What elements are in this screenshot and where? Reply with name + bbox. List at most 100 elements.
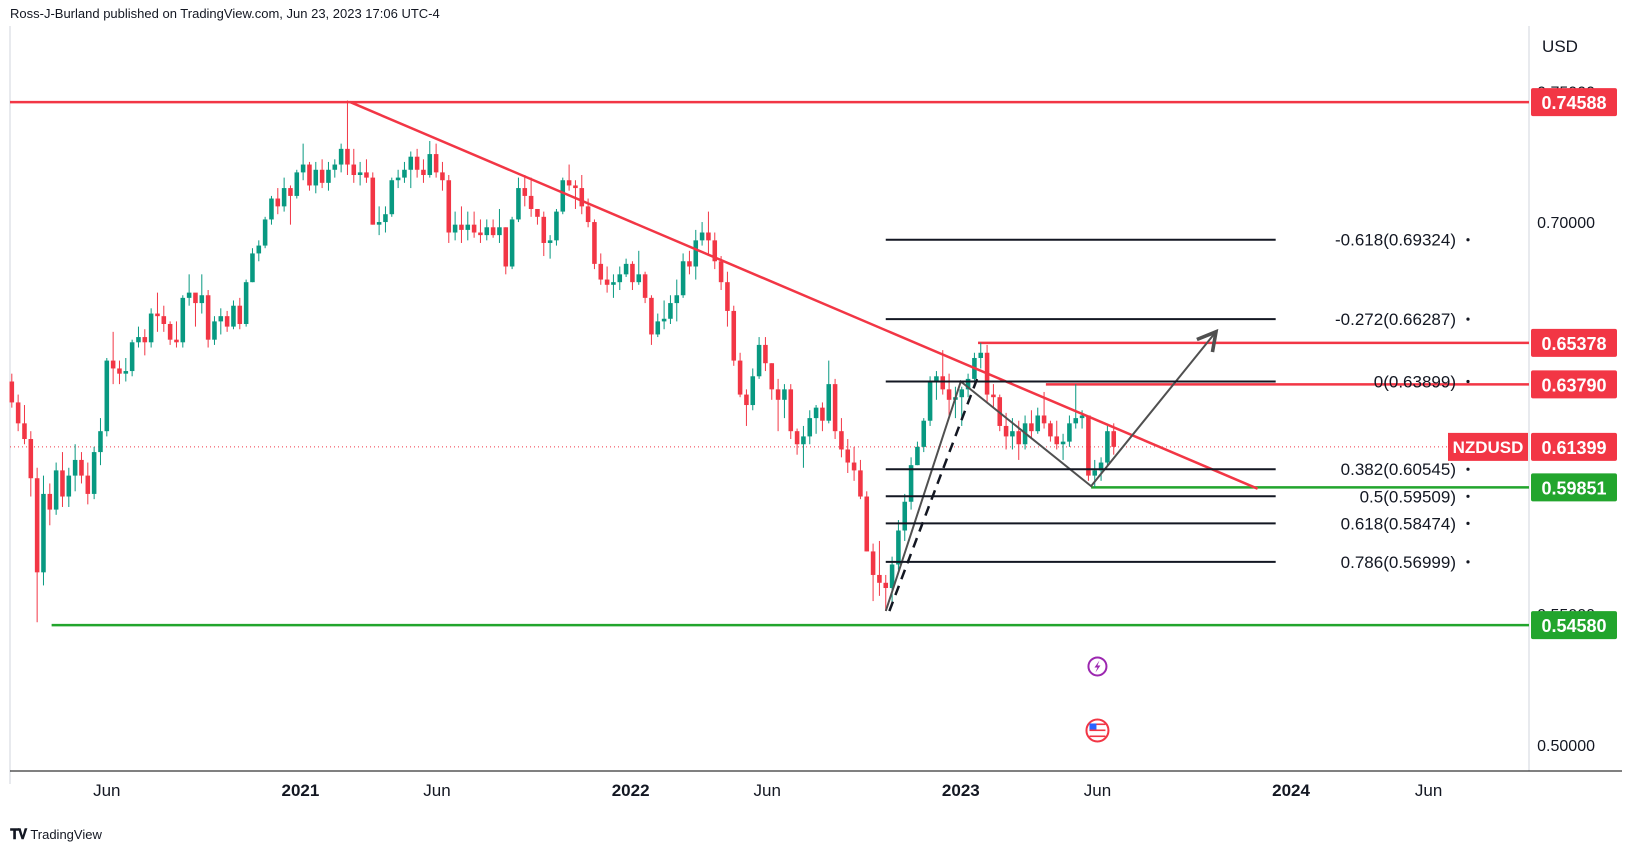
- candle-body: [129, 342, 135, 372]
- candle-down: [459, 206, 464, 243]
- candle-up: [813, 405, 819, 434]
- time-tick-label: 2021: [281, 781, 319, 800]
- candle-body: [53, 470, 59, 510]
- candle-down: [598, 253, 604, 285]
- candle-down: [877, 540, 882, 596]
- time-tick-label: 2024: [1272, 781, 1310, 800]
- candle-up: [547, 235, 553, 259]
- candle-body: [877, 574, 882, 583]
- time-tick-label: Jun: [93, 781, 120, 800]
- candle-body: [281, 188, 287, 207]
- candle-up: [402, 161, 407, 183]
- candle-body: [636, 274, 642, 283]
- candle-up: [136, 326, 141, 348]
- candle-body: [718, 261, 724, 283]
- candle-body: [725, 282, 730, 311]
- candle-body: [991, 394, 996, 398]
- candle-up: [674, 279, 680, 322]
- candle-body: [820, 407, 825, 421]
- candle-body: [313, 169, 319, 186]
- candle-body: [623, 263, 629, 275]
- candle-body: [1092, 470, 1098, 476]
- candle-body: [870, 551, 876, 575]
- candle-up: [452, 211, 458, 241]
- candle-body: [421, 169, 426, 175]
- candle-body: [440, 172, 445, 181]
- candle-body: [592, 222, 597, 264]
- candle-body: [775, 389, 781, 400]
- candle-body: [541, 216, 547, 243]
- candle-down: [15, 394, 21, 432]
- footer-brand: 𝐓𝐕 TradingView: [10, 826, 102, 843]
- fibonacci-levels[interactable]: -0.618(0.69324) -0.272(0.66287) 0(0.63899)…: [885, 231, 1470, 572]
- candle-body: [737, 360, 743, 395]
- candle-up: [655, 313, 661, 338]
- candle-up: [927, 376, 933, 426]
- candle-body: [940, 376, 946, 390]
- candle-body: [731, 310, 737, 361]
- candle-up: [826, 360, 832, 424]
- candle-up: [262, 216, 268, 249]
- us-flag-event-icon[interactable]: [1085, 718, 1110, 743]
- candle-up: [389, 177, 395, 217]
- event-markers[interactable]: [1085, 656, 1110, 743]
- price-label-0.74588: 0.74588: [1531, 88, 1617, 117]
- candle-down: [706, 211, 711, 257]
- candle-body: [383, 214, 388, 223]
- price-badge: [1531, 473, 1617, 502]
- candle-body: [262, 219, 268, 246]
- price-badge: [1531, 432, 1617, 461]
- candle-up: [1060, 433, 1066, 460]
- candle-body: [199, 295, 205, 304]
- flag-icon-stripe: [1089, 726, 1106, 729]
- fib-level-label: 0(0.63899): [1374, 373, 1456, 392]
- candle-up: [560, 177, 566, 215]
- candle-down: [775, 378, 781, 432]
- flag-icon-stripe: [1089, 735, 1106, 738]
- symbol-badge-label: NZDUSD: [1453, 438, 1524, 457]
- candle-body: [699, 232, 705, 241]
- flag-icon-stripe: [1089, 723, 1106, 726]
- candle-body: [712, 240, 718, 262]
- candle-down: [60, 452, 65, 507]
- candle-up: [636, 250, 642, 285]
- candle-down: [319, 159, 325, 189]
- candle-body: [528, 195, 534, 209]
- candle-body: [668, 303, 673, 319]
- candle-down: [414, 148, 420, 178]
- candle-up: [908, 457, 914, 510]
- candle-body: [959, 389, 965, 398]
- drawings-back: [10, 100, 1529, 627]
- candle-body: [1098, 462, 1104, 471]
- price-badge-label: 0.63790: [1541, 375, 1606, 395]
- candle-up: [218, 308, 224, 335]
- candle-body: [889, 564, 895, 589]
- candle-body: [186, 292, 192, 298]
- candle-up: [269, 195, 274, 225]
- candle-body: [598, 263, 604, 280]
- candle-body: [566, 180, 572, 186]
- projected-path-arrow: [884, 328, 1219, 612]
- candle-down: [205, 290, 211, 348]
- time-tick-label: Jun: [1084, 781, 1111, 800]
- time-tick-label: Jun: [1415, 781, 1442, 800]
- candle-body: [782, 389, 787, 400]
- candle-body: [649, 297, 654, 335]
- candle-body: [79, 459, 84, 476]
- fib-level-dot: [1466, 560, 1470, 564]
- candle-body: [256, 245, 262, 254]
- lightning-event-icon[interactable]: [1087, 656, 1108, 677]
- candle-body: [142, 337, 148, 343]
- candle-body: [345, 148, 350, 165]
- symbol-badge: [1448, 432, 1528, 461]
- price-tick-label: 0.50000: [1537, 738, 1595, 755]
- candle-body: [300, 164, 306, 173]
- candle-body: [1054, 436, 1060, 445]
- candle-down: [9, 373, 15, 408]
- candle-up: [66, 467, 72, 507]
- candle-body: [180, 297, 186, 343]
- candle-body: [1029, 423, 1034, 432]
- candle-up: [256, 240, 262, 262]
- price-badge-label: 0.74588: [1541, 93, 1606, 113]
